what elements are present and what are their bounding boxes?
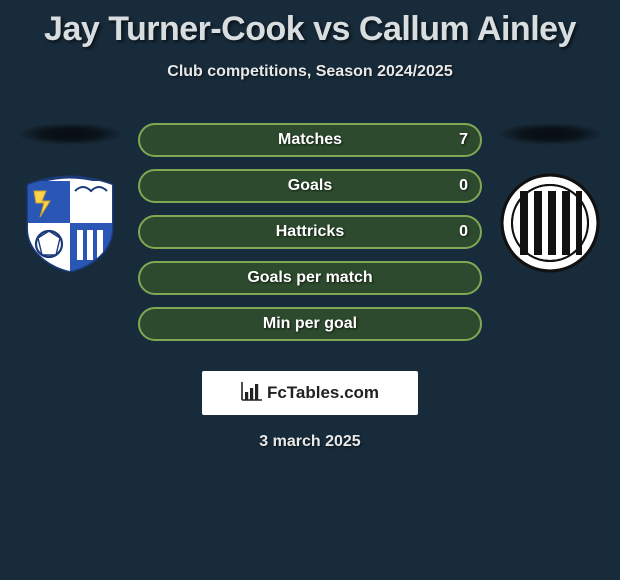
player-shadow-icon [18,123,122,145]
stat-row: Min per goal [138,307,482,341]
stat-label: Goals per match [247,269,372,287]
bars-chart-icon [241,381,263,406]
branding-text: FcTables.com [267,383,379,403]
stat-row: Matches 7 [138,123,482,157]
stat-label: Hattricks [276,223,344,241]
player-shadow-icon [498,123,602,145]
left-player-side [10,123,130,273]
stat-right-value: 7 [459,125,468,155]
subtitle: Club competitions, Season 2024/2025 [0,63,620,81]
date-text: 3 march 2025 [0,433,620,451]
tranmere-rovers-crest-icon [20,173,120,273]
stat-right-value: 0 [459,171,468,201]
comparison-title: Jay Turner-Cook vs Callum Ainley [0,0,620,49]
branding-box: FcTables.com [202,371,418,415]
stat-right-value: 0 [459,217,468,247]
stat-label: Min per goal [263,315,357,333]
grimsby-town-crest-icon [500,173,600,273]
stat-row: Goals 0 [138,169,482,203]
stat-label: Matches [278,131,342,149]
stat-row: Hattricks 0 [138,215,482,249]
right-player-side [490,123,610,273]
comparison-layout: Matches 7 Goals 0 Hattricks 0 Goals per … [0,123,620,353]
stats-list: Matches 7 Goals 0 Hattricks 0 Goals per … [138,123,482,353]
stat-row: Goals per match [138,261,482,295]
stat-label: Goals [288,177,332,195]
branding-inner: FcTables.com [241,381,379,406]
